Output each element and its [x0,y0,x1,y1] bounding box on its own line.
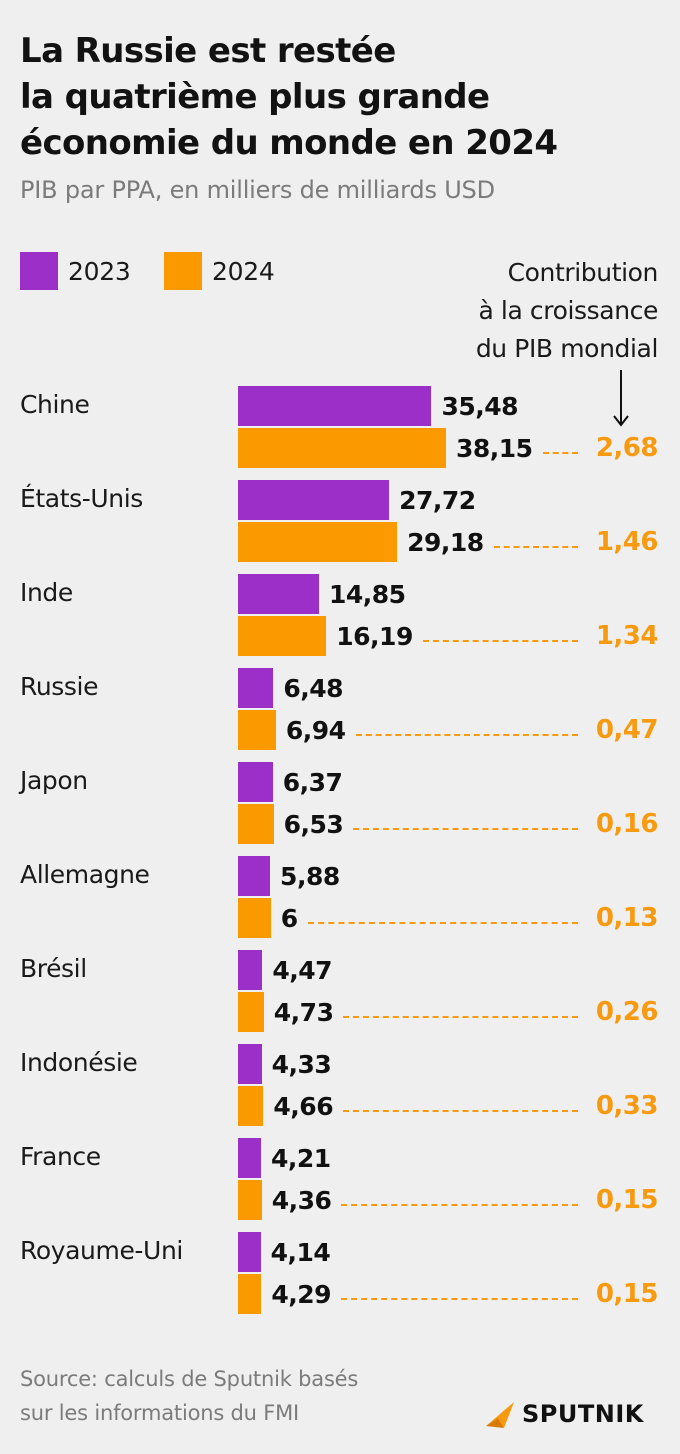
country-label-japon: Japon [20,766,88,795]
bar-value-indonesie-2023: 4,33 [271,1050,332,1079]
title-line-1: La Russie est restée [20,31,396,71]
bar-chine-2024 [238,428,446,468]
bar-value-france-2023: 4,21 [270,1144,331,1173]
bar-value-allemagne-2024: 6 [280,904,298,933]
contribution-value-indonesie: 0,33 [595,1091,659,1121]
bar-value-bresil-2024: 4,73 [273,998,334,1027]
leader-line-chine [542,452,578,454]
contribution-value-royaume-uni: 0,15 [595,1279,659,1309]
bar-value-chine-2024: 38,15 [456,434,533,463]
bar-allemagne-2023 [238,856,271,896]
bar-value-royaume-uni-2023: 4,14 [270,1238,331,1267]
leader-line-etats-unis [493,546,578,548]
bar-bresil-2024 [238,992,264,1032]
bar-value-russie-2024: 6,94 [285,716,346,745]
leader-line-royaume-uni [341,1298,578,1300]
contribution-value-allemagne: 0,13 [595,903,659,933]
legend-item-2024: 2024 [164,252,275,290]
country-label-russie: Russie [20,672,99,701]
bar-japon-2023 [238,762,273,802]
bar-value-inde-2023: 14,85 [328,580,406,609]
bar-value-chine-2023: 35,48 [441,392,519,421]
leader-line-allemagne [307,922,578,924]
bar-inde-2024 [238,616,327,656]
sputnik-logo-icon [486,1402,514,1428]
contribution-value-france: 0,15 [595,1185,659,1215]
contribution-value-bresil: 0,26 [595,997,659,1027]
bar-value-france-2024: 4,36 [271,1186,332,1215]
bar-chine-2023 [238,386,432,426]
contribution-value-inde: 1,34 [595,621,659,651]
bar-etats-unis-2023 [238,480,390,520]
arrow-down-icon [613,370,629,427]
bar-etats-unis-2024 [238,522,398,562]
bar-inde-2023 [238,574,319,614]
chart-title: La Russie est restée la quatrième plus g… [20,28,660,166]
bar-royaume-uni-2024 [238,1274,262,1314]
contribution-header-line-1: Contribution [507,258,659,287]
bar-value-etats-unis-2024: 29,18 [407,528,484,557]
contribution-value-etats-unis: 1,46 [595,527,659,557]
bar-royaume-uni-2023 [238,1232,261,1272]
country-label-etats-unis: États-Unis [20,484,143,513]
contribution-header: Contribution à la croissance du PIB mond… [475,254,659,368]
bar-value-inde-2024: 16,19 [336,622,413,651]
bar-value-japon-2024: 6,53 [283,810,344,839]
country-label-chine: Chine [20,390,90,419]
legend-swatch-2024 [164,252,202,290]
country-label-royaume-uni: Royaume-Uni [20,1236,183,1265]
country-label-inde: Inde [20,578,73,607]
source-note: Source: calculs de Sputnik basés sur les… [20,1362,358,1430]
bar-value-russie-2023: 6,48 [283,674,344,703]
bar-value-royaume-uni-2024: 4,29 [271,1280,332,1309]
legend-label-2024: 2024 [212,256,275,286]
chart-subtitle: PIB par PPA, en milliers de milliards US… [20,176,495,204]
bar-france-2024 [238,1180,262,1220]
bar-russie-2023 [238,668,274,708]
title-line-2: la quatrième plus grande [20,77,490,117]
bar-indonesie-2023 [238,1044,262,1084]
country-label-bresil: Brésil [20,954,87,983]
contribution-value-chine: 2,68 [595,433,659,463]
bar-value-etats-unis-2023: 27,72 [399,486,476,515]
country-label-indonesie: Indonésie [20,1048,138,1077]
source-line-2: sur les informations du FMI [20,1401,300,1425]
bar-indonesie-2024 [238,1086,264,1126]
legend-label-2023: 2023 [68,256,131,286]
leader-line-france [341,1204,578,1206]
leader-line-japon [353,828,578,830]
bar-value-bresil-2023: 4,47 [272,956,333,985]
legend-item-2023: 2023 [20,252,131,290]
country-label-allemagne: Allemagne [20,860,150,889]
leader-line-inde [422,640,578,642]
source-line-1: Source: calculs de Sputnik basés [20,1367,359,1391]
contribution-header-line-3: du PIB mondial [475,334,659,363]
bar-value-japon-2023: 6,37 [282,768,343,797]
bar-japon-2024 [238,804,274,844]
title-line-3: économie du monde en 2024 [20,123,558,163]
bar-allemagne-2024 [238,898,271,938]
leader-line-bresil [343,1016,578,1018]
bar-france-2023 [238,1138,261,1178]
country-label-france: France [20,1142,101,1171]
bar-russie-2024 [238,710,276,750]
contribution-header-line-2: à la croissance [478,296,658,325]
leader-line-russie [355,734,578,736]
contribution-value-japon: 0,16 [595,809,659,839]
logo-text: SPUTNIK [522,1400,644,1428]
leader-line-indonesie [343,1110,578,1112]
legend-swatch-2023 [20,252,58,290]
bar-bresil-2023 [238,950,263,990]
bar-value-indonesie-2024: 4,66 [273,1092,334,1121]
contribution-value-russie: 0,47 [595,715,659,745]
sputnik-logo: SPUTNIK [484,1394,644,1434]
bar-value-allemagne-2023: 5,88 [280,862,340,891]
